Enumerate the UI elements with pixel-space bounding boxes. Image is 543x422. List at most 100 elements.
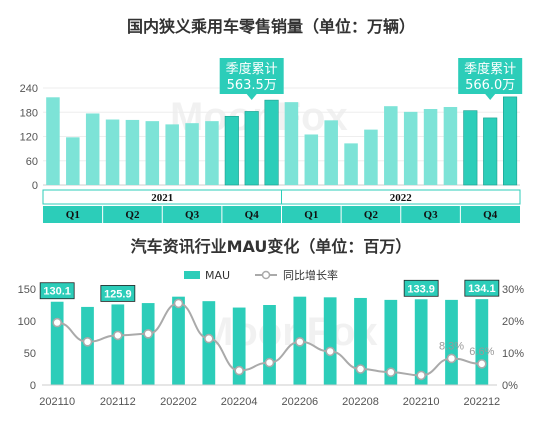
- chart1-y-tick: 240: [20, 83, 38, 95]
- chart2-x-tick: 202210: [403, 396, 440, 408]
- chart1-bar: [463, 110, 478, 186]
- mau-value-label-box: [403, 279, 439, 297]
- yoy-rate-label: 8.3%: [439, 340, 464, 352]
- yoy-growth-point: [52, 317, 62, 328]
- chart2-x-tick: 202110: [39, 396, 75, 408]
- mau-value-label-box: [464, 279, 500, 297]
- mau-bar: [445, 299, 458, 385]
- mau-bar: [50, 301, 64, 385]
- yoy-growth-point: [325, 346, 335, 357]
- chart2-x-tick: 202208: [342, 396, 379, 408]
- chart2-line: [52, 298, 487, 381]
- yoy-growth-point: [204, 333, 214, 344]
- mau-value-label: 130.1: [43, 286, 71, 298]
- chart2-left-y-tick: 100: [18, 316, 36, 328]
- mau-value-label-box: [100, 285, 136, 302]
- chart1-bar: [344, 143, 358, 185]
- chart1-bar: [46, 97, 60, 185]
- mau-bar: [323, 297, 337, 385]
- yoy-growth-point: [113, 330, 123, 341]
- chart1-bar: [224, 115, 239, 186]
- chart2-right-y-tick: 10%: [502, 348, 524, 360]
- chart1-year-label: 2022: [390, 192, 413, 204]
- yoy-growth-point: [234, 365, 244, 376]
- yoy-growth-point: [416, 370, 426, 381]
- mau-bar: [263, 305, 276, 385]
- chart1-bar: [105, 119, 120, 185]
- mau-bar: [141, 303, 155, 385]
- chart1-bar: [264, 99, 279, 186]
- chart1-quarter-label: Q1: [304, 209, 318, 221]
- chart1-bar: [205, 121, 219, 185]
- mau-value-label: 134.1: [468, 283, 496, 295]
- watermark-top: MoonFox: [170, 95, 348, 139]
- chart1-quarter-label: Q4: [483, 209, 498, 221]
- yoy-growth-point: [386, 367, 396, 378]
- quarter-total-callout-box: [219, 58, 284, 94]
- mau-value-label-box: [39, 282, 75, 300]
- chart1-bar: [423, 109, 438, 185]
- chart2-x-tick: 202112: [100, 396, 136, 408]
- mau-bar: [354, 297, 367, 385]
- yoy-growth-point: [477, 359, 487, 369]
- chart2-title: 汽车资讯行业MAU变化（单位：百万）: [131, 237, 412, 256]
- legend-mau-swatch: [184, 271, 200, 279]
- legend-yoy-marker: [261, 270, 271, 280]
- chart1-bar: [85, 113, 100, 185]
- quarter-total-callout-pointer: [485, 94, 496, 100]
- quarter-total-callout-value: 566.0万: [465, 78, 515, 93]
- quarter-total-callout-box: [458, 58, 523, 94]
- mau-bar: [384, 299, 398, 385]
- chart1-quarter-label: Q2: [364, 209, 379, 221]
- chart1-bars: [46, 96, 518, 186]
- mau-value-label: 133.9: [407, 283, 435, 295]
- chart2-right-y-tick: 30%: [502, 284, 524, 296]
- chart2-left-y-tick: 150: [18, 284, 36, 296]
- mau-bar: [475, 299, 489, 385]
- chart1-grid: [43, 87, 520, 186]
- chart1-bar: [284, 102, 299, 185]
- yoy-growth-point: [143, 328, 153, 339]
- yoy-growth-point: [446, 353, 457, 364]
- yoy-growth-point: [82, 336, 93, 347]
- chart1-bar: [66, 137, 80, 185]
- quarter-total-callout-label: 季度累计: [464, 61, 516, 77]
- mau-bar: [172, 296, 185, 385]
- chart2-right-y-tick: 0%: [502, 380, 518, 392]
- chart2-x-tick: 202212: [463, 396, 500, 408]
- chart2-x-tick: 202206: [281, 396, 318, 408]
- mau-value-label: 125.9: [104, 288, 132, 300]
- legend-yoy-label: 同比增长率: [283, 268, 338, 282]
- chart1-bar: [443, 106, 458, 185]
- chart1-quarter-label: Q1: [66, 209, 80, 221]
- chart1-period-bands: 2021 2022 Q1 Q2 Q3 Q4 Q1 Q2 Q3 Q4: [42, 189, 521, 223]
- chart2-data-labels: 130.1 125.9 133.9 134.1 8.3% 6.6%: [39, 279, 500, 358]
- chart1-bar: [364, 129, 378, 185]
- chart1-bar: [324, 120, 338, 185]
- chart1-year-label: 2021: [151, 192, 173, 204]
- legend-mau-label: MAU: [205, 269, 230, 282]
- chart1-y-tick: 180: [20, 107, 38, 119]
- chart1-bar: [165, 124, 179, 185]
- chart1-bar: [483, 117, 498, 186]
- yoy-growth-point: [173, 298, 184, 309]
- yoy-growth-point: [355, 364, 366, 374]
- chart2-legend: MAU 同比增长率: [184, 268, 338, 282]
- chart1-quarter-label: Q2: [125, 209, 140, 221]
- yoy-growth-point: [264, 357, 275, 368]
- chart2-axes: 0 50 100 150 0% 10% 20% 30% 202110 202112 202202 20…: [18, 284, 525, 408]
- mau-bar: [111, 304, 125, 385]
- chart1-bar: [384, 106, 398, 185]
- mau-bar: [232, 307, 246, 385]
- chart1-y-tick: 0: [32, 180, 38, 192]
- chart1-bar: [125, 119, 140, 185]
- chart1-y-tick: 120: [20, 132, 38, 144]
- quarter-total-callout-label: 季度累计: [226, 61, 278, 77]
- quarter-total-callout-pointer: [246, 94, 257, 100]
- quarter-total-callout-value: 563.5万: [227, 78, 277, 93]
- chart1-year-band: [281, 189, 521, 205]
- chart1-quarter-label: Q3: [424, 209, 439, 221]
- chart1-bar: [185, 123, 199, 185]
